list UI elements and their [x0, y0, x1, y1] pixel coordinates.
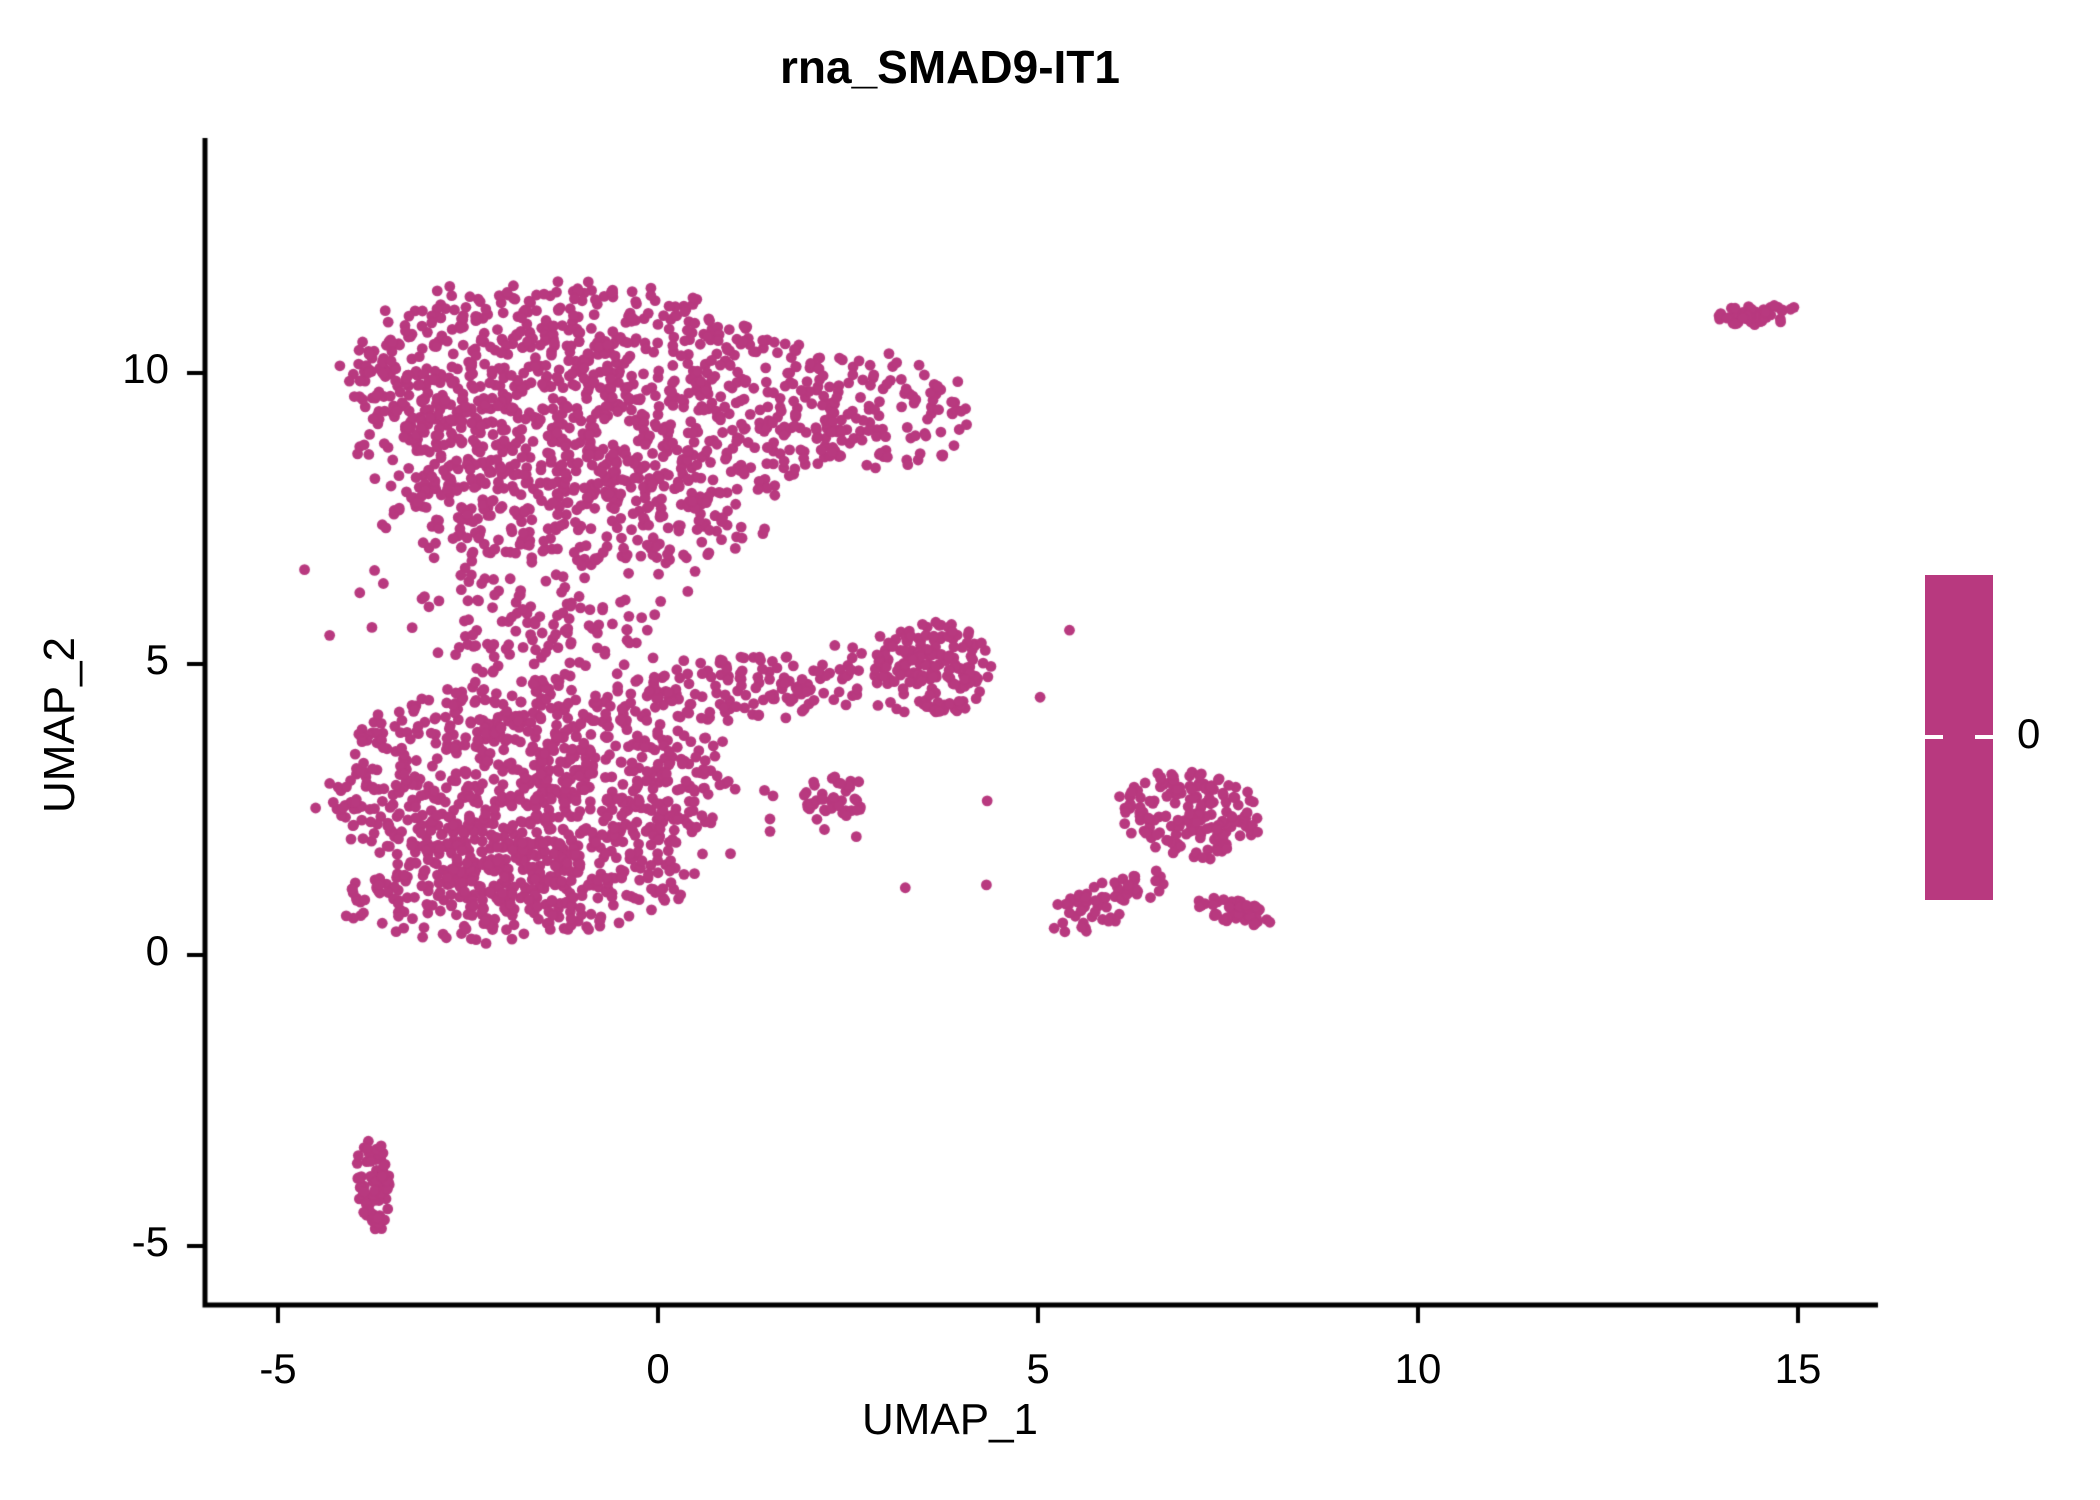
x-tick-label: -5 — [259, 1345, 297, 1392]
y-tick-label: 10 — [122, 345, 169, 392]
legend-colorbar — [1925, 575, 1993, 900]
x-axis-title: UMAP_1 — [861, 1395, 1039, 1444]
legend-tick-inner — [1943, 735, 1975, 739]
x-tick-label: 0 — [646, 1345, 670, 1392]
y-tick-label: -5 — [131, 1218, 169, 1265]
legend-value-label: 0 — [2017, 710, 2041, 757]
legend-tick-mark — [1925, 735, 1993, 739]
y-tick-label: 0 — [145, 927, 169, 974]
x-tick-label: 15 — [1774, 1345, 1822, 1392]
x-tick-label: 10 — [1394, 1345, 1442, 1392]
y-tick-label: 5 — [145, 636, 169, 683]
x-tick-label: 5 — [1026, 1345, 1050, 1392]
